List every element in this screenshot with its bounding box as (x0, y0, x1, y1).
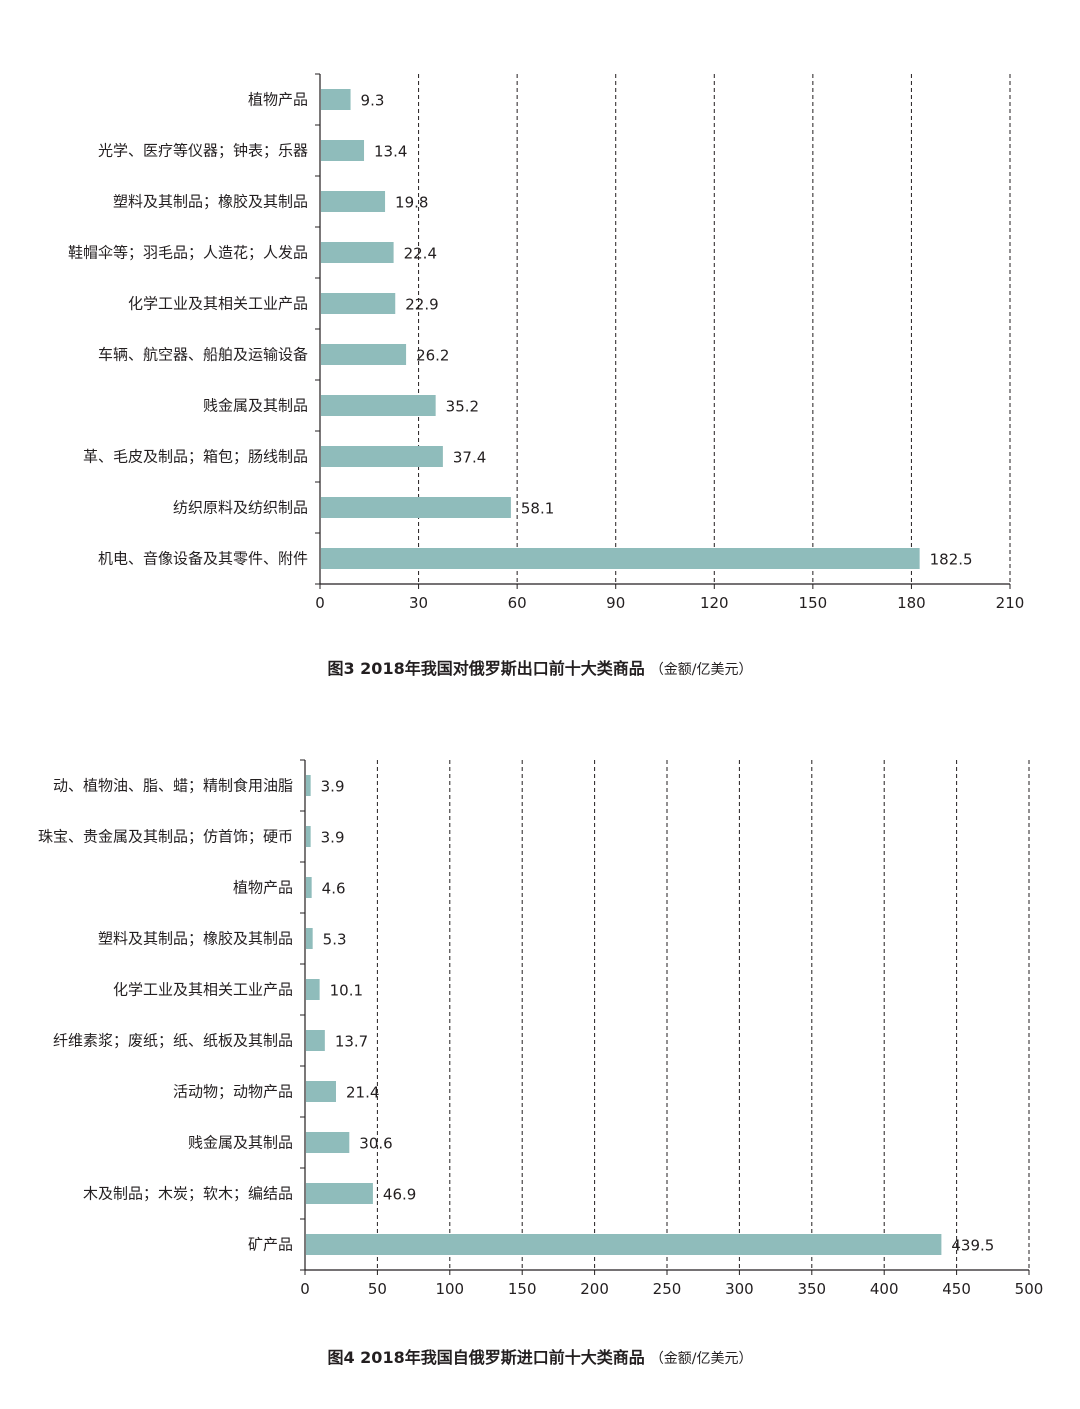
category-label: 车辆、航空器、船舶及运输设备 (98, 346, 308, 364)
category-label: 纺织原料及纺织制品 (173, 499, 308, 517)
import-chart-caption: 图4 2018年我国自俄罗斯进口前十大类商品 （金额/亿美元） (0, 1344, 1080, 1368)
bar (306, 928, 313, 949)
bar (306, 775, 311, 796)
bar (321, 344, 407, 365)
value-label: 58.1 (521, 500, 554, 518)
x-tick-label: 500 (1015, 1280, 1044, 1298)
x-tick-label: 0 (315, 594, 325, 612)
import-chart: 0 50 100 150 200 250 300 350 400 450 500 动、植物油、脂、蜡；… (0, 710, 1080, 1390)
bar (306, 1183, 373, 1204)
bar (321, 191, 386, 212)
bar (321, 242, 394, 263)
value-label: 46.9 (383, 1186, 416, 1204)
x-tick-label: 100 (435, 1280, 464, 1298)
value-label: 439.5 (951, 1237, 994, 1255)
x-tick-label: 150 (508, 1280, 537, 1298)
value-label: 30.6 (359, 1135, 392, 1153)
value-label: 182.5 (930, 551, 973, 569)
bar (306, 877, 312, 898)
x-tick-label: 30 (409, 594, 428, 612)
x-tick-label: 200 (580, 1280, 609, 1298)
bar (306, 979, 320, 1000)
category-label: 革、毛皮及制品；箱包；肠线制品 (83, 448, 308, 466)
value-label: 4.6 (322, 880, 346, 898)
category-label: 塑料及其制品；橡胶及其制品 (113, 193, 308, 211)
category-label: 化学工业及其相关工业产品 (128, 295, 308, 313)
x-tick-label: 350 (797, 1280, 826, 1298)
x-tick-label: 180 (897, 594, 926, 612)
x-tick-label: 210 (996, 594, 1025, 612)
x-tick-label: 90 (606, 594, 625, 612)
bar (321, 140, 365, 161)
import-chart-title: 图4 2018年我国自俄罗斯进口前十大类商品 (327, 1348, 645, 1367)
bar (306, 1030, 325, 1051)
x-tick-label: 150 (799, 594, 828, 612)
category-label: 鞋帽伞等；羽毛品；人造花；人发品 (68, 244, 308, 262)
x-tick-label: 450 (942, 1280, 971, 1298)
category-label: 贱金属及其制品 (203, 397, 308, 415)
value-label: 10.1 (330, 982, 363, 1000)
export-chart-caption: 图3 2018年我国对俄罗斯出口前十大类商品 （金额/亿美元） (0, 655, 1080, 679)
category-label: 活动物；动物产品 (173, 1083, 293, 1101)
value-label: 22.9 (405, 296, 438, 314)
x-tick-label: 50 (368, 1280, 387, 1298)
category-label: 光学、医疗等仪器；钟表；乐器 (98, 142, 308, 160)
category-label: 木及制品；木炭；软木；编结品 (83, 1185, 293, 1203)
x-tick-label: 250 (653, 1280, 682, 1298)
bar (321, 293, 396, 314)
x-tick-label: 0 (300, 1280, 310, 1298)
x-tick-label: 60 (508, 594, 527, 612)
bar (321, 89, 351, 110)
export-chart: 0 30 60 90 120 150 180 210 植物产品 9.3 光学、医疗等仪器；钟表；乐器… (0, 0, 1080, 700)
x-tick-label: 300 (725, 1280, 754, 1298)
value-label: 35.2 (446, 398, 479, 416)
value-label: 19.8 (395, 194, 428, 212)
category-label: 动、植物油、脂、蜡；精制食用油脂 (53, 777, 293, 795)
value-label: 37.4 (453, 449, 486, 467)
bar (321, 548, 920, 569)
value-label: 5.3 (323, 931, 347, 949)
category-label: 化学工业及其相关工业产品 (113, 981, 293, 999)
x-tick-label: 400 (870, 1280, 899, 1298)
bar (306, 1234, 942, 1255)
category-label: 植物产品 (248, 91, 308, 109)
import-chart-unit: （金额/亿美元） (649, 1351, 753, 1367)
x-tick-label: 120 (700, 594, 729, 612)
value-label: 22.4 (404, 245, 437, 263)
bar (321, 395, 436, 416)
category-label: 植物产品 (233, 879, 293, 897)
category-label: 机电、音像设备及其零件、附件 (98, 550, 308, 568)
bar (321, 497, 511, 518)
category-label: 塑料及其制品；橡胶及其制品 (98, 930, 293, 948)
export-chart-unit: （金额/亿美元） (649, 662, 753, 678)
value-label: 13.7 (335, 1033, 368, 1051)
bar (306, 1132, 350, 1153)
value-label: 9.3 (361, 92, 385, 110)
bar (306, 826, 311, 847)
import-chart-svg: 0 50 100 150 200 250 300 350 400 450 500 动、植物油、脂、蜡；… (38, 759, 1044, 1298)
value-label: 3.9 (321, 778, 345, 796)
value-label: 26.2 (416, 347, 449, 365)
bar (321, 446, 443, 467)
category-label: 珠宝、贵金属及其制品；仿首饰；硬币 (38, 828, 293, 846)
export-chart-title: 图3 2018年我国对俄罗斯出口前十大类商品 (327, 659, 645, 678)
export-chart-svg: 0 30 60 90 120 150 180 210 植物产品 9.3 光学、医疗等仪器；钟表；乐器… (68, 73, 1025, 612)
category-label: 矿产品 (248, 1236, 293, 1254)
category-label: 贱金属及其制品 (188, 1134, 293, 1152)
value-label: 21.4 (346, 1084, 379, 1102)
value-label: 3.9 (321, 829, 345, 847)
value-label: 13.4 (374, 143, 407, 161)
bar (306, 1081, 336, 1102)
category-label: 纤维素浆；废纸；纸、纸板及其制品 (53, 1032, 293, 1050)
